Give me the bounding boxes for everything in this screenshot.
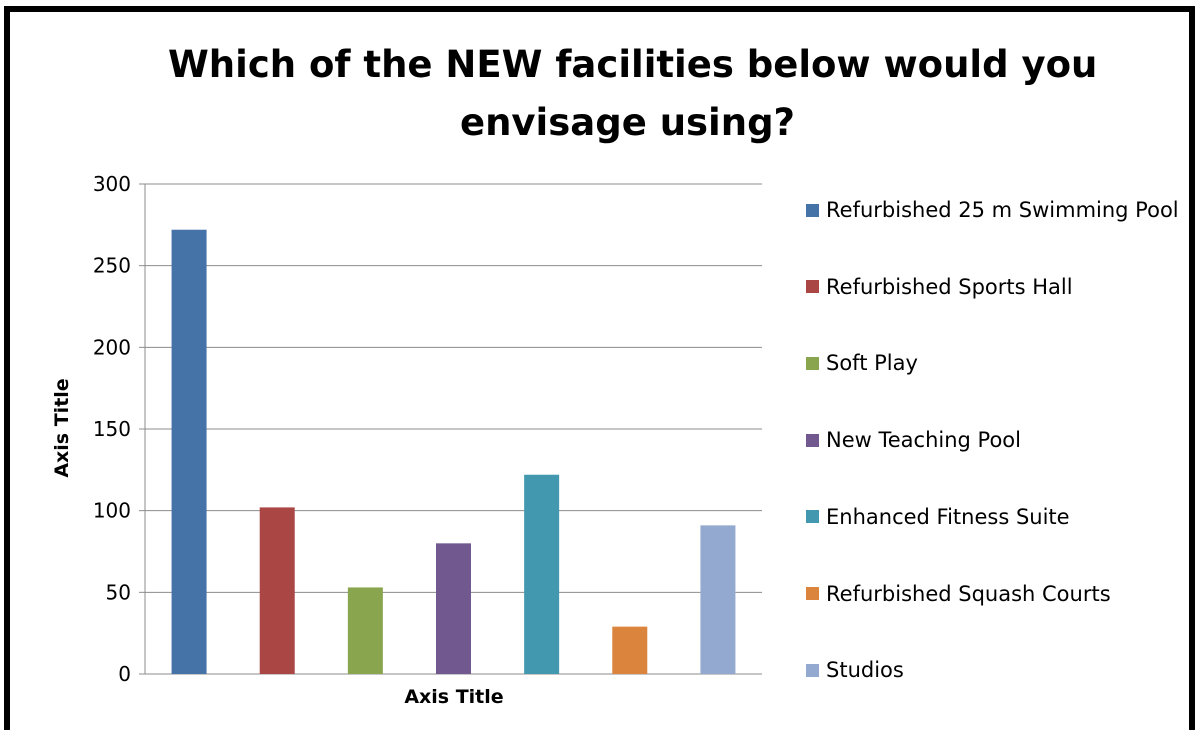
- legend-swatch: [806, 587, 819, 600]
- legend-label: Soft Play: [826, 351, 918, 376]
- y-tick-label: 150: [93, 417, 131, 441]
- legend-label: Studios: [826, 658, 904, 683]
- chart-title: Which of the NEW facilities below would …: [40, 36, 1190, 152]
- legend-item: Refurbished Sports Hall: [806, 272, 1073, 302]
- bar-studios: [700, 525, 736, 674]
- legend-item: Enhanced Fitness Suite: [806, 502, 1070, 532]
- legend-swatch: [806, 356, 819, 370]
- legend-label: Refurbished Squash Courts: [826, 581, 1111, 606]
- bar-refurbished-25-m-swimming-pool: [171, 229, 207, 674]
- chart-title-line-2: envisage using?: [460, 101, 796, 144]
- y-tick-label: 250: [93, 254, 131, 278]
- legend-item: Refurbished 25 m Swimming Pool: [806, 195, 1179, 225]
- legend-label: Refurbished Sports Hall: [826, 274, 1073, 299]
- y-tick-label: 300: [93, 172, 131, 196]
- bar-refurbished-sports-hall: [259, 507, 295, 674]
- bar-enhanced-fitness-suite: [524, 474, 560, 674]
- legend-swatch: [806, 663, 819, 677]
- y-tick-labels: 0 50 100 150 200 250 300: [93, 172, 131, 686]
- y-tick-label: 100: [93, 499, 131, 523]
- legend-label: Enhanced Fitness Suite: [826, 504, 1070, 529]
- chart-title-line-1: Which of the NEW facilities below would …: [168, 43, 1098, 86]
- x-axis-title: Axis Title: [404, 686, 503, 708]
- legend-item: Soft Play: [806, 348, 918, 378]
- y-tick-label: 200: [93, 335, 131, 359]
- legend-swatch: [806, 433, 819, 447]
- legend-label: Refurbished 25 m Swimming Pool: [826, 198, 1179, 222]
- legend-swatch: [806, 280, 819, 294]
- legend-label: New Teaching Pool: [826, 428, 1021, 453]
- bar-soft-play: [347, 587, 383, 674]
- legend-swatch: [806, 510, 819, 524]
- bars: [171, 229, 736, 674]
- y-tick-label: 0: [118, 662, 131, 686]
- legend-item: Studios: [806, 655, 904, 685]
- bar-refurbished-squash-courts: [612, 626, 648, 674]
- legend-item: New Teaching Pool: [806, 425, 1021, 455]
- y-tick-label: 50: [106, 580, 131, 604]
- legend-item: Refurbished Squash Courts: [806, 579, 1111, 609]
- legend-swatch: [806, 203, 819, 217]
- bar-new-teaching-pool: [436, 543, 471, 674]
- y-axis-title: Axis Title: [51, 378, 73, 477]
